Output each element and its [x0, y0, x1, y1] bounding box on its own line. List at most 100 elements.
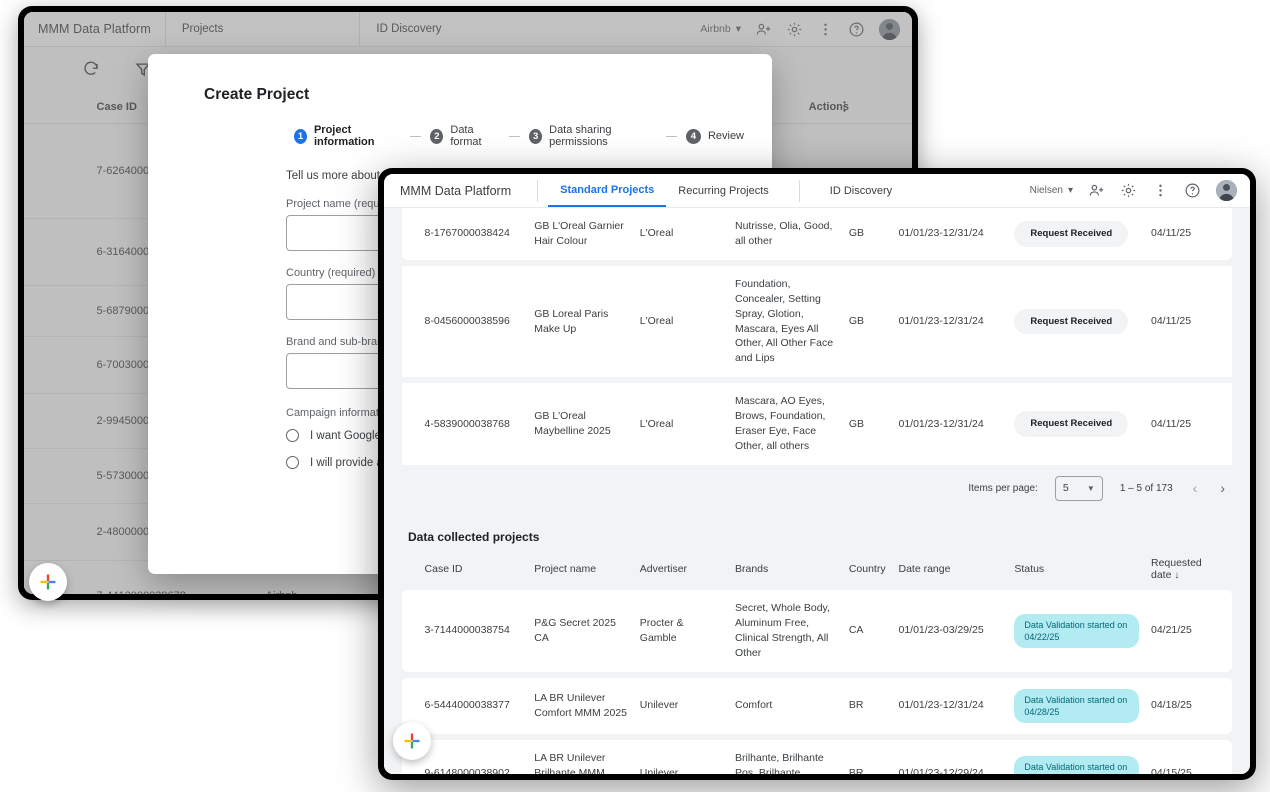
cell-project-name: GB Loreal Paris Make Up — [534, 307, 609, 335]
tab-standard-projects[interactable]: Standard Projects — [548, 174, 667, 207]
col-advertiser[interactable]: Advertiser — [633, 547, 729, 590]
col-requested-date[interactable]: Requested date ↓ — [1144, 547, 1232, 590]
avatar[interactable] — [879, 18, 900, 40]
back-create-project-fab[interactable] — [29, 563, 67, 601]
back-nav-id-discovery[interactable]: ID Discovery — [376, 23, 442, 35]
section-title-data-collected-projects: Data collected projects — [408, 529, 540, 544]
top-table-paginator: Items per page: 5 ▼ 1 – 5 of 173 ‹ › — [384, 464, 1250, 514]
cell-project-name: LA BR Unilever Comfort MMM 2025 — [534, 691, 628, 719]
cell-brands: Mascara, AO Eyes, Brows, Foundation, Era… — [734, 395, 826, 452]
top-table-card: 4-5839000038768 GB L'Oreal Maybelline 20… — [402, 383, 1232, 465]
help-icon[interactable] — [848, 21, 865, 38]
row-separator — [384, 671, 1250, 678]
status-badge: Request Received — [1014, 411, 1129, 437]
back-window-topbar: MMM Data Platform Projects ID Discovery … — [24, 12, 912, 47]
add-person-icon[interactable] — [755, 21, 772, 38]
create-project-fab[interactable] — [393, 722, 431, 760]
col-country[interactable]: Country — [842, 547, 893, 590]
tab-recurring-projects[interactable]: Recurring Projects — [678, 184, 769, 197]
page-range-label: 1 – 5 of 173 — [1119, 482, 1173, 494]
col-brands[interactable]: Brands — [728, 547, 843, 590]
cell-brands: Secret, Whole Body, Aluminum Free, Clini… — [734, 601, 830, 659]
step-number: 3 — [529, 128, 543, 144]
status-badge: Request Received — [1014, 308, 1129, 335]
cell-advertiser: L'Oreal — [639, 227, 674, 240]
field-label: Project name (required) — [286, 198, 402, 210]
back-brand-label: MMM Data Platform — [38, 22, 151, 36]
front-brand-label: MMM Data Platform — [400, 183, 512, 198]
data-collected-header-table: Case ID Project name Advertiser Brands C… — [402, 547, 1232, 590]
back-account-label: Airbnb — [700, 23, 731, 35]
tab-id-discovery[interactable]: ID Discovery — [829, 184, 893, 197]
cell-brands: Nutrisse, Olia, Good, all other — [734, 220, 833, 247]
col-date-range[interactable]: Date range — [892, 547, 1009, 590]
kebab-menu-icon[interactable] — [817, 21, 834, 38]
col-project-name[interactable]: Project name — [528, 547, 634, 590]
cell-case-id: 8-1767000038424 — [424, 227, 510, 240]
cell-case-id: 6-5444000038377 — [424, 699, 510, 712]
status-badge: Data Validation started on 04/28/25 — [1014, 688, 1139, 723]
back-nav-projects[interactable]: Projects — [181, 23, 224, 35]
cell-status: Request Received — [1008, 208, 1145, 260]
cell-status: Data Validation started on 04/22/25 — [1008, 590, 1145, 672]
table-row[interactable]: 8-1767000038424 GB L'Oreal Garnier Hair … — [402, 208, 1232, 260]
table-row[interactable]: 8-0456000038596 GB Loreal Paris Make Up … — [402, 265, 1232, 378]
refresh-icon[interactable] — [82, 60, 100, 78]
cell-case-id: 8-0456000038596 — [424, 315, 510, 328]
cell-brands: Brilhante, Brilhante Pos, Brilhante Liqu… — [734, 751, 824, 774]
kebab-menu-icon[interactable] — [1152, 182, 1169, 199]
step-project-information[interactable]: 1 Project information — [294, 124, 401, 148]
cell-project-name: P&G Secret 2025 CA — [534, 616, 616, 644]
cell-requested-date: 04/18/25 — [1150, 699, 1192, 712]
cell-requested-date: 04/21/25 — [1150, 624, 1192, 637]
items-per-page-select[interactable]: 5 ▼ — [1054, 475, 1103, 501]
add-person-icon[interactable] — [1088, 182, 1105, 199]
table-row[interactable]: 3-7144000038754 P&G Secret 2025 CA Procter… — [402, 589, 1232, 672]
table-row[interactable]: 4-5839000038768 GB L'Oreal Maybelline 20… — [402, 383, 1232, 465]
front-account-selector[interactable]: Nielsen ▾ — [1030, 185, 1073, 196]
avatar[interactable] — [1216, 180, 1237, 201]
cell-country: GB — [848, 227, 864, 240]
data-collected-rows: 3-7144000038754 P&G Secret 2025 CA Procter… — [384, 589, 1250, 774]
gear-icon[interactable] — [786, 21, 803, 38]
back-table-kebab-icon[interactable] — [837, 99, 852, 114]
front-window-content[interactable]: 8-1767000038424 GB L'Oreal Garnier Hair … — [384, 208, 1250, 774]
cell-requested-date: 04/11/25 — [1150, 315, 1192, 328]
radio-icon — [286, 456, 299, 469]
col-status[interactable]: Status — [1008, 547, 1145, 590]
radio-icon — [286, 429, 299, 442]
table-row[interactable]: 6-5444000038377 LA BR Unilever Comfort MM… — [402, 677, 1232, 734]
data-collected-table: 3-7144000038754 P&G Secret 2025 CA Procter… — [402, 589, 1232, 672]
cell-date-range: 01/01/23-12/31/24 — [898, 315, 984, 328]
standard-projects-table: 8-0456000038596 GB Loreal Paris Make Up … — [402, 265, 1232, 378]
front-window-topbar: MMM Data Platform Standard Projects Recu… — [384, 174, 1250, 208]
step-data-format[interactable]: 2 Data format — [430, 124, 499, 148]
cell-brands: Comfort — [734, 699, 773, 712]
step-data-sharing-permissions[interactable]: 3 Data sharing permissions — [529, 124, 656, 148]
col-case-id[interactable]: Case ID — [418, 547, 529, 590]
collected-row-card: 6-5444000038377 LA BR Unilever Comfort MM… — [402, 677, 1232, 734]
chevron-down-icon: ▼ — [1086, 483, 1095, 493]
cell-country: GB — [848, 315, 864, 328]
step-review[interactable]: 4 Review — [685, 128, 744, 144]
status-badge: Data Validation started on 04/22/25 — [1014, 756, 1139, 774]
gear-icon[interactable] — [1120, 182, 1137, 199]
next-page-button[interactable]: › — [1220, 480, 1225, 497]
cell-case-id: 4-5839000038768 — [424, 417, 510, 430]
back-account-selector[interactable]: Airbnb ▾ — [700, 23, 741, 35]
step-connector — [410, 135, 422, 137]
help-icon[interactable] — [1184, 182, 1201, 199]
foreground-window[interactable]: MMM Data Platform Standard Projects Recu… — [378, 168, 1256, 780]
data-collected-table: 9-6148000038902 LA BR Unilever Brilhante … — [402, 739, 1232, 774]
divider — [359, 12, 361, 46]
cell-project-name: GB L'Oreal Maybelline 2025 — [534, 410, 611, 438]
data-collected-table: 6-5444000038377 LA BR Unilever Comfort MM… — [402, 677, 1232, 734]
table-row[interactable]: 9-6148000038902 LA BR Unilever Brilhante … — [402, 739, 1232, 774]
cell-brands: Foundation, Concealer, Setting Spray, Gl… — [734, 277, 834, 365]
previous-page-button[interactable]: ‹ — [1192, 480, 1198, 497]
cell-case-id: 9-6148000038902 — [424, 766, 510, 774]
table-header-row: Case ID Project name Advertiser Brands C… — [402, 547, 1232, 590]
status-badge: Data Validation started on 04/22/25 — [1014, 613, 1139, 648]
cell-advertiser: Procter & Gamble — [639, 616, 684, 644]
cell-date-range: 01/01/23-12/31/24 — [898, 417, 984, 430]
